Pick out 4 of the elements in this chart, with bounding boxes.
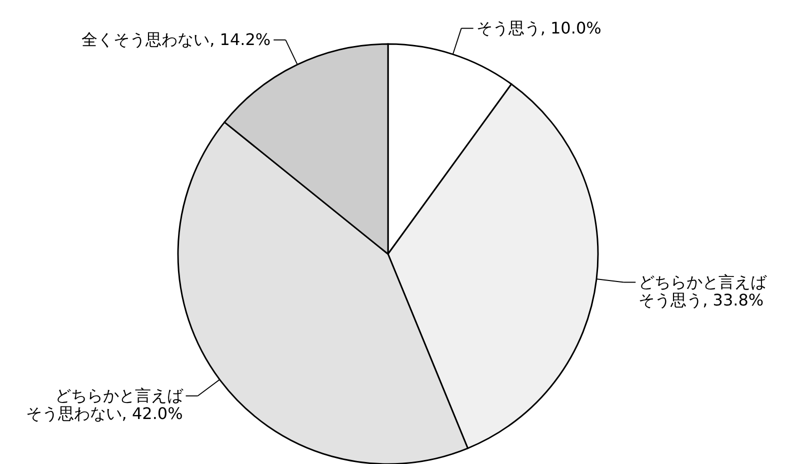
slice-label: そう思う, 10.0%	[476, 18, 602, 38]
slice-label: どちらかと言えばそう思わない, 42.0%	[26, 386, 184, 423]
slice-label: 全くそう思わない, 14.2%	[82, 30, 271, 49]
legend-label: どちらかと言えばそう思う, 33.8%	[638, 272, 768, 310]
